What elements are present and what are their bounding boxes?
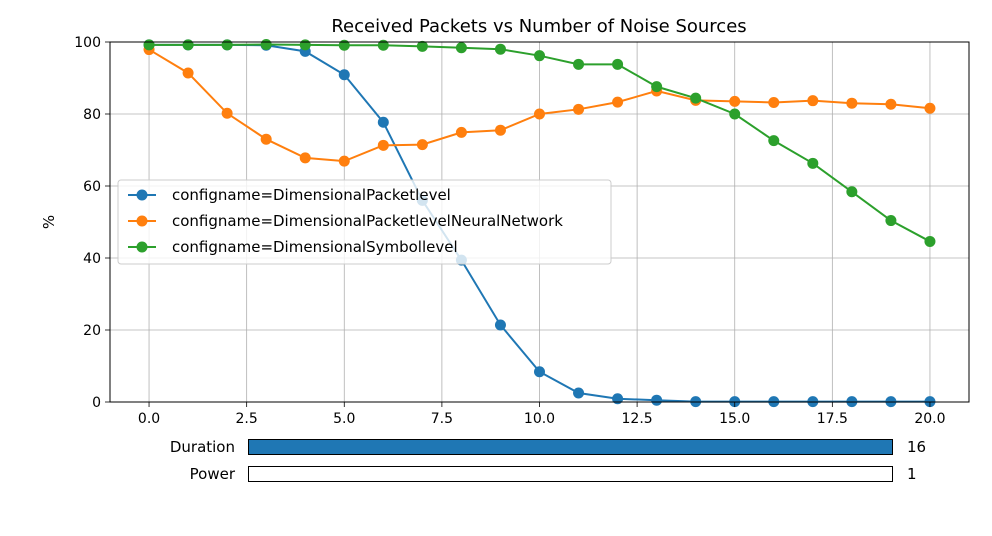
chart-title: Received Packets vs Number of Noise Sour… [331,16,746,37]
line-chart: 0.0 2.5 5.0 7.5 10.0 12.5 15.0 17.5 20.0 0 20 40 60 8… [40,16,970,427]
x-tick-label: 7.5 [431,411,453,427]
legend-entry: configname=DimensionalSymbollevel [128,238,458,256]
data-point [338,155,350,167]
data-point [612,393,624,405]
data-point [807,157,819,169]
data-point [807,95,819,107]
data-point [885,215,897,227]
data-point [651,81,663,93]
x-tick-label: 12.5 [622,411,653,427]
series-2 [143,39,936,247]
x-tick-label: 17.5 [817,411,848,427]
data-point [299,152,311,164]
data-point [846,186,858,198]
legend-label: configname=DimensionalSymbollevel [172,238,458,256]
y-tick-label: 80 [83,107,101,123]
x-tick-label: 20.0 [914,411,945,427]
legend: configname=DimensionalPacketlevel confign… [117,179,612,265]
y-tick-label: 100 [74,35,101,51]
data-point [416,139,428,151]
data-point [534,108,545,120]
data-point [260,39,272,51]
y-axis-label: % [40,215,58,229]
power-value: 1 [907,465,917,483]
data-point [924,102,936,114]
data-point [455,126,467,138]
legend-marker [136,241,148,253]
data-point [494,124,506,136]
legend-entry: configname=DimensionalPacketlevelNeuralN… [128,212,563,230]
data-point [768,96,780,108]
data-point [729,95,741,107]
data-point [612,96,624,108]
data-point [260,133,272,145]
duration-label: Duration [169,438,235,456]
duration-slider[interactable] [248,439,893,455]
x-tick-label: 5.0 [333,411,355,427]
data-point [182,39,194,51]
legend-marker [136,189,148,201]
y-tick-label: 40 [83,251,101,267]
data-point [651,394,663,406]
data-point [338,69,350,81]
series-layer [143,39,936,408]
data-point [455,42,467,54]
data-point [377,39,389,51]
data-point [573,58,585,70]
data-point [494,43,506,55]
data-point [573,103,585,115]
data-point [377,116,389,128]
data-point [846,97,858,109]
power-slider[interactable] [248,466,893,482]
data-point [416,40,428,52]
legend-label: configname=DimensionalPacketlevelNeuralN… [172,212,563,230]
legend-entry: configname=DimensionalPacketlevel [128,186,451,204]
x-tick-label: 10.0 [524,411,555,427]
data-point [299,39,311,51]
y-tick-label: 20 [83,323,101,339]
legend-box [117,179,612,265]
data-point [573,387,585,399]
data-point [182,67,194,79]
duration-slider-fill [249,440,892,454]
data-point [885,98,897,110]
data-point [768,135,780,147]
x-tick-label: 2.5 [236,411,258,427]
axis-ticks: 0.0 2.5 5.0 7.5 10.0 12.5 15.0 17.5 20.0 0 20 40 60 8… [74,35,945,427]
data-point [612,58,624,70]
legend-label: configname=DimensionalPacketlevel [172,186,451,204]
data-point [534,50,545,62]
x-tick-label: 0.0 [138,411,160,427]
y-tick-label: 60 [83,179,101,195]
data-point [924,235,936,247]
data-point [494,319,506,331]
legend-marker [136,215,148,227]
duration-value: 16 [907,438,927,456]
x-tick-label: 15.0 [719,411,750,427]
data-point [729,108,741,120]
data-point [143,39,155,51]
data-point [221,39,233,51]
data-point [690,92,702,104]
data-point [221,107,233,119]
data-point [338,39,350,51]
power-label: Power [189,465,235,483]
y-tick-label: 0 [92,395,101,411]
data-point [377,139,389,151]
data-point [534,366,545,378]
